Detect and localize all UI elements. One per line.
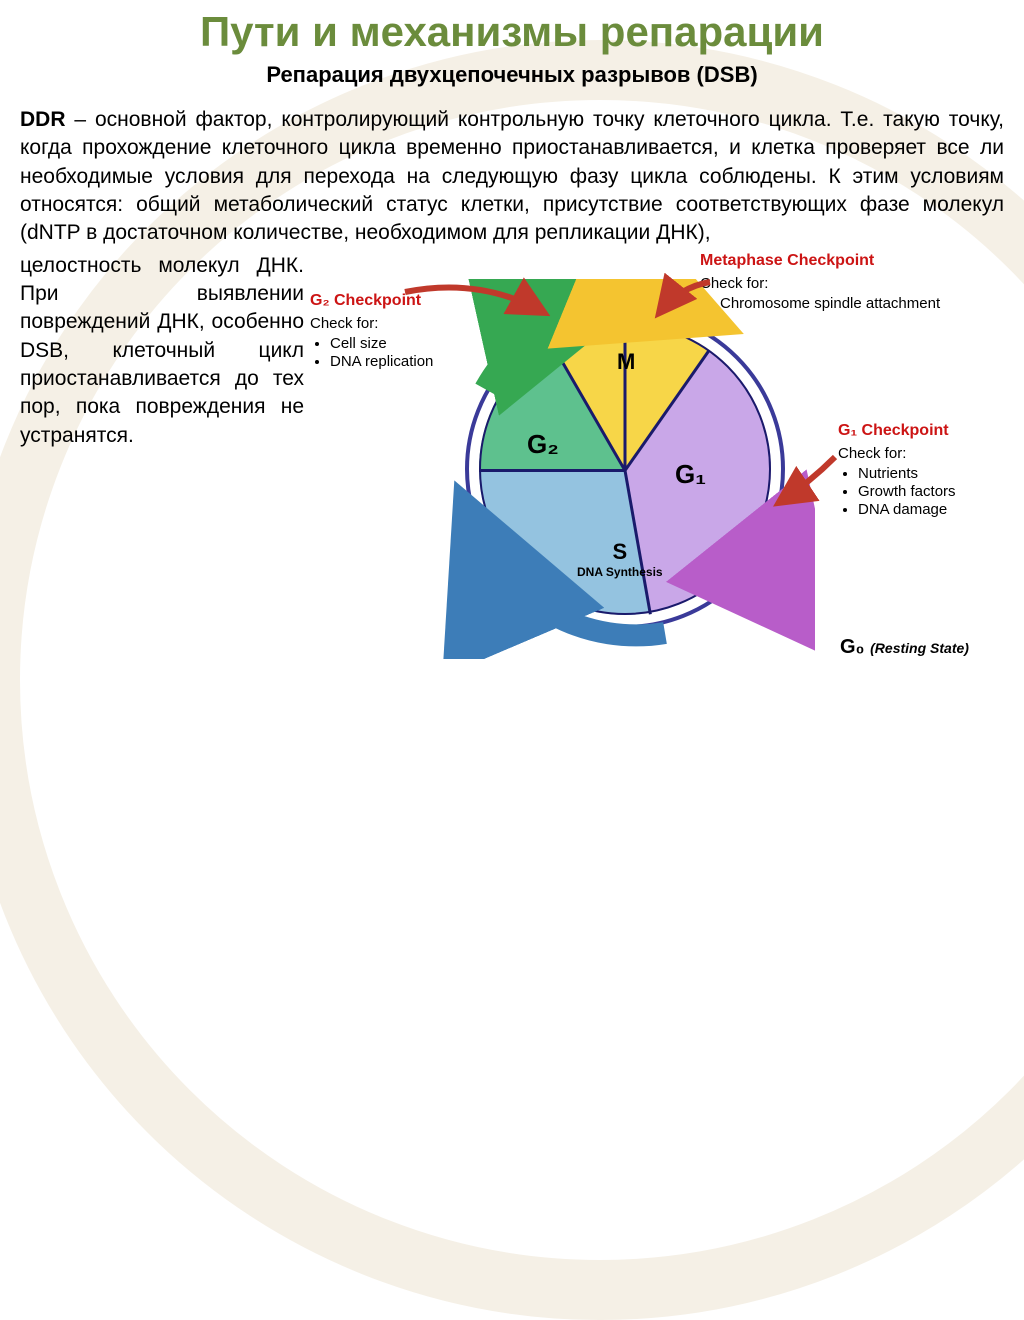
- red-arrow-metaphase: [660, 282, 710, 312]
- body-paragraph-2: целостность молекул ДНК. При выявлении п…: [20, 252, 310, 692]
- ddr-term: DDR: [20, 108, 66, 131]
- cell-cycle-diagram: G₂ Checkpoint Check for: Cell size DNA r…: [310, 252, 1004, 692]
- red-arrow-g2: [405, 287, 543, 312]
- two-column-row: целостность молекул ДНК. При выявлении п…: [20, 252, 1004, 692]
- slide-content: Пути и механизмы репарации Репарация дву…: [0, 0, 1024, 692]
- page-title: Пути и механизмы репарации: [20, 8, 1004, 56]
- body-text-1: – основной фактор, контролирующий контро…: [20, 108, 1004, 244]
- body-paragraph-1: DDR – основной фактор, контролирующий ко…: [20, 106, 1004, 248]
- page-subtitle: Репарация двухцепочечных разрывов (DSB): [20, 62, 1004, 88]
- callout-arrows: [310, 252, 1010, 692]
- red-arrow-g1: [780, 457, 835, 502]
